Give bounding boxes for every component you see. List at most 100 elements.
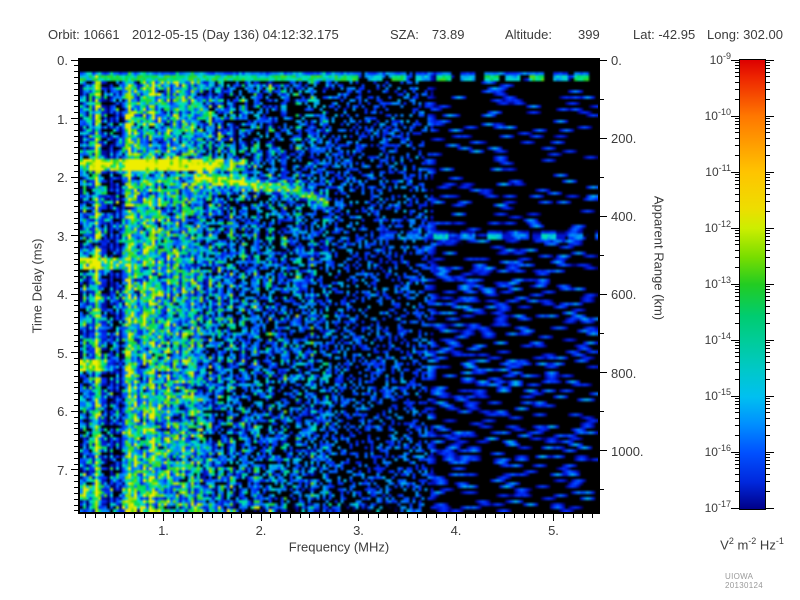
x-axis-minor-tick [406, 514, 408, 518]
colorbar-minor-tick-left [735, 239, 739, 241]
range-axis-minor-tick [600, 98, 604, 100]
colorbar-minor-tick-right [766, 118, 770, 120]
colorbar-minor-tick-right [766, 434, 770, 436]
y-axis-minor-tick [74, 205, 78, 207]
x-axis-minor-tick [182, 514, 184, 518]
y-axis-minor-tick [74, 305, 78, 307]
colorbar-minor-tick-left [735, 454, 739, 456]
colorbar-minor-tick-right [766, 62, 770, 64]
range-axis-minor-tick [600, 411, 604, 413]
y-axis-minor-tick [74, 182, 78, 184]
y-axis-minor-tick [74, 246, 78, 248]
colorbar-minor-tick-right [766, 132, 770, 134]
x-tick-label: 1. [158, 523, 169, 538]
range-axis-major-tick [600, 450, 607, 452]
orbit-value: 10661 [83, 27, 120, 42]
colorbar-minor-tick-right [766, 398, 770, 400]
y-tick-label: 4. [57, 287, 68, 303]
colorbar-minor-tick-left [735, 361, 739, 363]
y-axis-minor-tick [74, 71, 78, 73]
y-axis-minor-tick [74, 375, 78, 377]
colorbar-minor-tick-right [766, 127, 770, 129]
x-axis-minor-tick [494, 514, 496, 518]
x-tick-label: 4. [450, 523, 462, 538]
x-axis-minor-tick [533, 514, 535, 518]
colorbar-minor-tick-right [766, 490, 770, 492]
y-axis-minor-tick [74, 100, 78, 102]
range-axis-minor-tick [600, 489, 604, 491]
x-axis-title: Frequency (MHz) [288, 539, 390, 555]
colorbar-minor-tick-left [735, 188, 739, 190]
x-axis-minor-tick [572, 514, 574, 518]
colorbar-minor-tick-left [735, 124, 739, 126]
colorbar-minor-tick-left [735, 407, 739, 409]
y-axis-minor-tick [74, 106, 78, 108]
y-axis-minor-tick [74, 311, 78, 313]
header-item-long: Long: 302.00 [707, 27, 783, 42]
y-axis-minor-tick [74, 440, 78, 442]
colorbar-minor-tick-right [766, 236, 770, 238]
colorbar-minor-tick-right [766, 305, 770, 307]
y-tick-label: 5. [57, 345, 68, 361]
range-axis-major-tick [600, 137, 607, 139]
colorbar-minor-tick-right [766, 356, 770, 358]
colorbar-minor-tick-right [766, 322, 770, 324]
colorbar-minor-tick-right [766, 180, 770, 182]
x-axis-minor-tick [250, 514, 252, 518]
colorbar-major-tick-left [731, 395, 739, 397]
y-tick-label: 2. [57, 170, 68, 186]
colorbar-minor-tick-right [766, 404, 770, 406]
y-axis-minor-tick [74, 135, 78, 137]
y-axis-major-tick [71, 118, 78, 120]
colorbar-minor-tick-left [735, 154, 739, 156]
colorbar-minor-tick-right [766, 176, 770, 178]
y-axis-minor-tick [74, 405, 78, 407]
y-axis-minor-tick [74, 399, 78, 401]
colorbar-tick-label: 10-17 [704, 499, 731, 515]
x-tick-label: 5. [548, 523, 559, 538]
colorbar-minor-tick-left [735, 398, 739, 400]
colorbar-minor-tick-left [735, 417, 739, 419]
colorbar-major-tick-right [766, 451, 774, 453]
y-axis-minor-tick [74, 147, 78, 149]
colorbar-minor-tick-left [735, 266, 739, 268]
range-tick-label: 400. [611, 209, 637, 225]
x-axis-minor-tick [143, 514, 145, 518]
y-axis-minor-tick [74, 276, 78, 278]
colorbar-minor-tick-right [766, 424, 770, 426]
colorbar-major-tick-right [766, 283, 774, 285]
colorbar-minor-tick-left [735, 460, 739, 462]
colorbar-tick-label: 10-16 [704, 443, 731, 459]
colorbar-tick-label: 10-9 [709, 51, 731, 67]
x-axis-minor-tick [426, 514, 428, 518]
colorbar-minor-tick-right [766, 98, 770, 100]
colorbar-minor-tick-right [766, 463, 770, 465]
y-axis-minor-tick [74, 451, 78, 453]
x-axis-major-tick [358, 514, 359, 521]
colorbar-minor-tick-left [735, 137, 739, 139]
x-axis-minor-tick [104, 514, 106, 518]
colorbar-tick-label: 10-15 [704, 387, 731, 403]
colorbar-minor-tick-left [735, 176, 739, 178]
x-axis-minor-tick [514, 514, 515, 518]
y-axis-minor-tick [74, 504, 78, 506]
range-tick-label: 1000. [611, 443, 644, 459]
range-axis-major-tick [600, 215, 607, 217]
colorbar-minor-tick-right [766, 351, 770, 353]
colorbar-minor-tick-left [735, 424, 739, 426]
x-axis-major-tick [163, 514, 164, 521]
y-axis-minor-tick [74, 241, 78, 243]
colorbar-major-tick-left [731, 339, 739, 341]
x-axis-minor-tick [172, 514, 174, 518]
y-axis-minor-tick [74, 434, 78, 436]
colorbar-major-tick-left [731, 227, 739, 229]
colorbar-major-tick-left [731, 171, 739, 173]
colorbar-tick-label: 10-12 [704, 219, 731, 235]
y-axis-minor-tick [74, 340, 78, 342]
colorbar-minor-tick-right [766, 76, 770, 78]
colorbar-minor-tick-left [735, 200, 739, 202]
y-axis-minor-tick [74, 82, 78, 84]
range-axis-major-tick [600, 293, 607, 295]
colorbar-minor-tick-left [735, 404, 739, 406]
colorbar-minor-tick-right [766, 174, 770, 176]
